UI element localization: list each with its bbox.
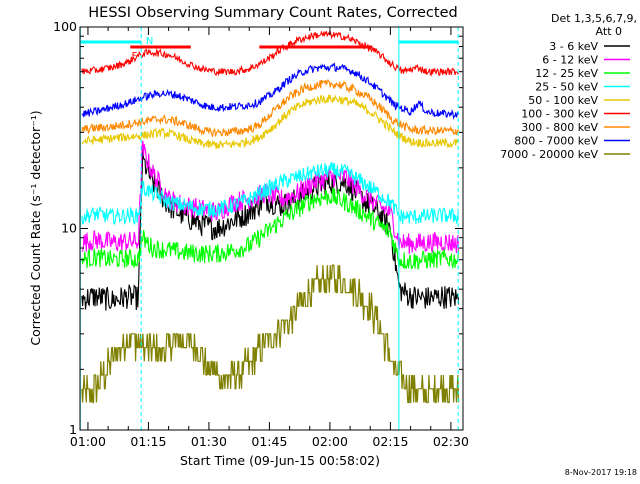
x-axis-label: Start Time (09-Jun-15 00:58:02) xyxy=(180,453,380,468)
flag-label-n: N xyxy=(146,36,153,47)
data-layer: FN xyxy=(79,27,460,430)
chart-title: HESSI Observing Summary Count Rates, Cor… xyxy=(88,5,457,21)
y-tick-label: 10 xyxy=(61,221,77,236)
y-tick-label: 100 xyxy=(53,19,77,34)
legend-entry-label: 3 - 6 keV xyxy=(549,40,598,53)
series-line-3-6-kev xyxy=(81,149,460,311)
x-tick-label: 01:15 xyxy=(130,434,166,449)
y-tick-label: 1 xyxy=(69,422,77,437)
series-line-7000-20000-kev xyxy=(81,264,460,404)
series-line-100-300-kev xyxy=(81,30,459,77)
x-tick-label: 01:30 xyxy=(191,434,227,449)
series-line-6-12-kev xyxy=(81,140,460,255)
legend-entry-label: 6 - 12 keV xyxy=(542,54,598,67)
x-tick-label: 02:00 xyxy=(312,434,348,449)
y-axis-label: Corrected Count Rate (s⁻¹ detector⁻¹) xyxy=(28,110,43,345)
series-line-12-25-kev xyxy=(81,187,460,270)
axis-layer: 01:00 01:15 01:30 01:45 02:00 02:15 02:30 1 10 10… xyxy=(53,19,469,449)
x-tick-label: 01:00 xyxy=(70,434,106,449)
x-tick-label: 01:45 xyxy=(251,434,287,449)
x-tick-label: 02:30 xyxy=(433,434,469,449)
legend-title-line-2: Att 0 xyxy=(596,25,622,38)
series-line-800-7000-kev xyxy=(81,62,460,120)
x-tick-label: 02:15 xyxy=(372,434,408,449)
legend-entry-label: 25 - 50 keV xyxy=(535,81,598,94)
legend-entry-label: 100 - 300 keV xyxy=(521,108,598,121)
legend-title-line-1: Det 1,3,5,6,7,9, xyxy=(551,12,637,25)
timestamp: 8-Nov-2017 19:18 xyxy=(565,468,637,477)
legend-entry-label: 800 - 7000 keV xyxy=(514,135,598,148)
series-line-25-50-kev xyxy=(81,161,459,226)
flag-label-f: F xyxy=(131,51,137,62)
legend-entry-label: 300 - 800 keV xyxy=(521,121,598,134)
legend-entry-label: 7000 - 20000 keV xyxy=(500,148,598,161)
series-line-50-100-kev xyxy=(81,94,460,149)
series-line-300-800-kev xyxy=(81,78,460,137)
legend-entry-label: 50 - 100 keV xyxy=(528,94,598,107)
legend-entry-label: 12 - 25 keV xyxy=(535,67,598,80)
